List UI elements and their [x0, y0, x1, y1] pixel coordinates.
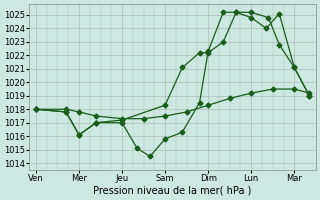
X-axis label: Pression niveau de la mer( hPa ): Pression niveau de la mer( hPa ) — [93, 186, 252, 196]
